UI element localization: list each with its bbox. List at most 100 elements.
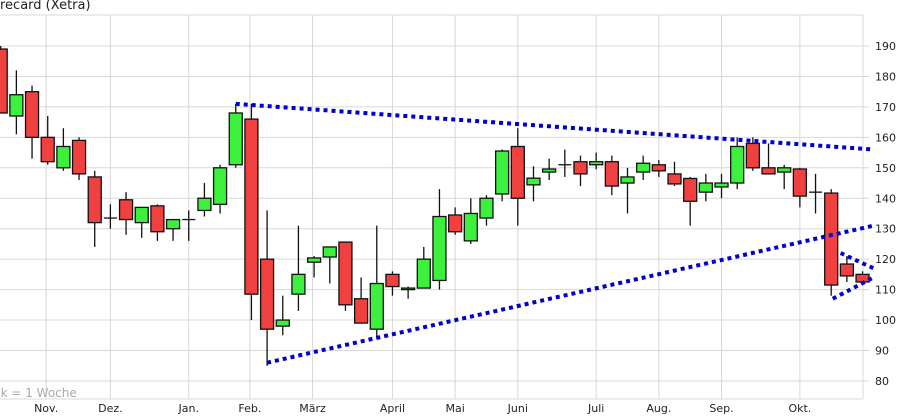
- candle-body: [369, 282, 384, 330]
- candle: [9, 70, 24, 135]
- candle-body: [777, 167, 792, 173]
- x-tick-label: Sep.: [709, 402, 733, 415]
- y-tick-label: 190: [875, 40, 896, 53]
- candle-body: [447, 214, 463, 233]
- candle: [526, 166, 541, 202]
- x-tick-label: April: [380, 402, 405, 415]
- candle: [87, 170, 102, 247]
- candle-body: [322, 246, 337, 258]
- y-tick-label: 80: [875, 375, 889, 388]
- candle-body: [698, 182, 713, 193]
- candle: [400, 286, 416, 299]
- candle-body: [589, 161, 604, 166]
- candle-body: [620, 176, 635, 184]
- candle-body: [197, 197, 212, 212]
- candle-body: [636, 162, 651, 173]
- candle-body: [651, 164, 666, 172]
- candle-body: [353, 298, 369, 324]
- candle: [683, 176, 698, 226]
- candle-body: [792, 168, 808, 197]
- y-tick-label: 150: [875, 162, 896, 175]
- candle: [165, 218, 181, 241]
- candle: [761, 143, 776, 175]
- candle-body: [87, 176, 102, 224]
- chart-title: recard (Xetra): [0, 0, 91, 13]
- candle-body: [761, 167, 776, 175]
- candle-body: [56, 145, 71, 169]
- candle-body: [855, 273, 870, 283]
- candle: [369, 225, 384, 339]
- candle: [40, 116, 55, 165]
- candle: [432, 189, 447, 290]
- candle: [259, 210, 275, 366]
- candle: [228, 103, 243, 168]
- trendline: [839, 251, 875, 271]
- candle: [244, 103, 259, 321]
- x-tick-label: Juli: [587, 402, 604, 415]
- y-tick-label: 180: [875, 70, 896, 83]
- candle: [322, 246, 337, 284]
- y-tick-label: 170: [875, 101, 896, 114]
- x-tick-label: Nov.: [34, 402, 58, 415]
- candle-body: [479, 197, 494, 219]
- candle: [338, 241, 353, 311]
- y-tick-label: 130: [875, 223, 896, 236]
- y-tick-label: 90: [875, 345, 889, 358]
- trendline: [266, 223, 874, 365]
- candle: [494, 149, 510, 202]
- candle: [667, 161, 682, 187]
- candle: [777, 164, 792, 190]
- candle: [447, 207, 463, 235]
- x-tick-label: Mai: [445, 402, 464, 415]
- candle: [24, 85, 40, 159]
- candle-body: [745, 142, 761, 169]
- candle-body: [134, 206, 149, 224]
- candle-body: [228, 112, 243, 166]
- x-tick-label: Dez.: [98, 402, 123, 415]
- candle: [291, 225, 306, 311]
- candle-body: [432, 215, 447, 282]
- candle-body: [573, 161, 588, 175]
- candle: [824, 189, 839, 296]
- candle: [385, 271, 400, 296]
- interval-note: ck = 1 Woche: [0, 386, 77, 400]
- candle: [306, 256, 322, 278]
- candle: [589, 152, 604, 170]
- candle: [212, 164, 228, 214]
- candle-body: [150, 205, 165, 233]
- candle: [416, 246, 431, 289]
- x-tick-label: März: [299, 402, 326, 415]
- candle: [510, 128, 525, 226]
- candle-body: [730, 145, 745, 184]
- candle-body: [385, 273, 400, 288]
- x-tick-label: Aug.: [646, 402, 671, 415]
- candle-body: [604, 161, 619, 187]
- candle: [479, 195, 494, 226]
- candle-body: [542, 168, 557, 173]
- candle: [275, 295, 290, 336]
- candle: [604, 155, 619, 196]
- candle-body: [510, 145, 525, 199]
- y-tick-label: 100: [875, 314, 896, 327]
- candle: [792, 167, 808, 208]
- candle-body: [494, 150, 510, 195]
- x-tick-label: Juni: [507, 402, 528, 415]
- x-tick-label: Okt.: [788, 402, 811, 415]
- candle: [698, 173, 713, 202]
- candle-body: [338, 241, 353, 306]
- candle: [134, 206, 149, 238]
- candle: [620, 167, 635, 214]
- y-tick-label: 120: [875, 253, 896, 266]
- x-tick-label: Jan.: [178, 402, 199, 415]
- candle: [839, 256, 855, 282]
- candle: [197, 183, 212, 217]
- candle: [542, 158, 557, 180]
- candle-body: [306, 257, 322, 263]
- candle-body: [839, 263, 855, 277]
- candle-body: [275, 319, 290, 327]
- candle-body: [259, 258, 275, 330]
- candle: [463, 198, 478, 244]
- candle: [353, 277, 369, 324]
- candle-body: [212, 167, 228, 205]
